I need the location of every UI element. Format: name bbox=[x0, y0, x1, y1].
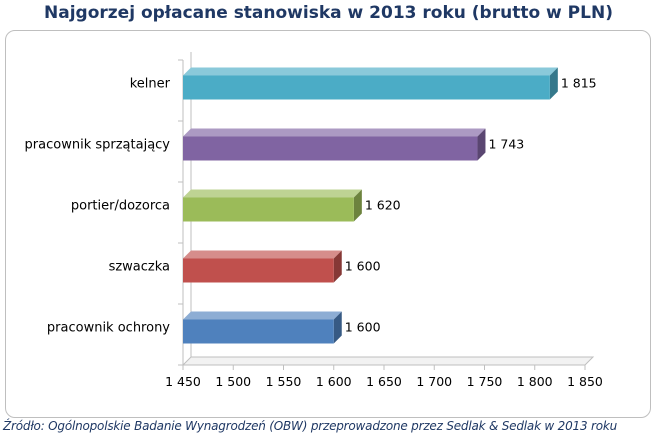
x-tick-label: 1 600 bbox=[316, 374, 352, 389]
bar bbox=[183, 197, 354, 222]
bar-side-face bbox=[333, 250, 342, 283]
data-label: 1 743 bbox=[488, 137, 524, 152]
bar bbox=[183, 258, 334, 283]
chart-floor bbox=[181, 356, 595, 366]
bar-side-face bbox=[549, 67, 558, 100]
bar bbox=[183, 319, 334, 344]
category-label: portier/dozorca bbox=[71, 199, 170, 214]
data-label: 1 815 bbox=[561, 76, 597, 91]
category-label: szwaczka bbox=[109, 260, 170, 275]
data-label: 1 620 bbox=[365, 198, 401, 213]
category-label: kelner bbox=[130, 77, 171, 92]
x-tick-label: 1 850 bbox=[567, 374, 603, 389]
bar-side-face bbox=[333, 311, 342, 344]
x-tick-label: 1 650 bbox=[366, 374, 402, 389]
x-tick-label: 1 500 bbox=[215, 374, 251, 389]
bar bbox=[183, 136, 478, 161]
x-tick-label: 1 450 bbox=[165, 374, 201, 389]
source-note: Źródło: Ogólnopolskie Badanie Wynagrodze… bbox=[3, 419, 618, 433]
x-tick-label: 1 700 bbox=[416, 374, 452, 389]
x-tick-label: 1 800 bbox=[517, 374, 553, 389]
bar-top-face bbox=[183, 189, 362, 198]
category-label: pracownik sprzątający bbox=[25, 138, 171, 153]
bar-top-face bbox=[183, 311, 342, 320]
x-tick-label: 1 750 bbox=[467, 374, 503, 389]
bar-top-face bbox=[183, 128, 486, 137]
data-label: 1 600 bbox=[345, 259, 381, 274]
x-tick-label: 1 550 bbox=[266, 374, 302, 389]
data-label: 1 600 bbox=[345, 320, 381, 335]
chart-title: Najgorzej opłacane stanowiska w 2013 rok… bbox=[44, 3, 613, 23]
category-label: pracownik ochrony bbox=[47, 321, 170, 336]
bar-side-face bbox=[477, 128, 486, 161]
bar-top-face bbox=[183, 250, 342, 259]
bar bbox=[183, 75, 550, 100]
bar-top-face bbox=[183, 67, 558, 76]
bar-side-face bbox=[353, 189, 362, 222]
bar-chart: 1 450 1 500 1 550 1 600 1 650 1 700 1 750 1 800… bbox=[25, 52, 603, 389]
